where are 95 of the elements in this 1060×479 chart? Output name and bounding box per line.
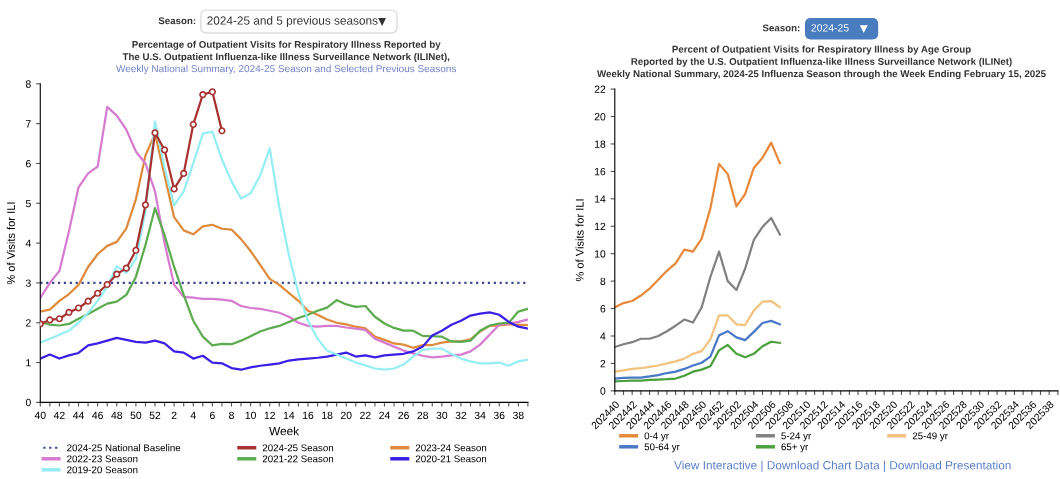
- legend-label: 0-4 yr: [644, 432, 669, 442]
- y-tick-label: 4: [600, 332, 606, 340]
- x-tick-label: 20: [340, 411, 352, 420]
- text: 2024-25: [811, 24, 849, 32]
- legend-label: 65+ yr: [781, 443, 809, 453]
- legend-label: 2021-22 Season: [262, 455, 334, 463]
- chart-subtitle: Weekly National Summary, 2024-25 Season and Selected Previous Seasons: [116, 64, 457, 75]
- y-tick-label: 8: [600, 277, 606, 286]
- y-tick-label: 4: [25, 239, 31, 247]
- legend-label: 25-49 yr: [912, 432, 948, 442]
- y-tick-label: 0: [25, 398, 31, 407]
- chart-title: Percent of Outpatient Visits for Respiratory Illness by Age Group Reported by the U.S. Outpatient Influenza-like Illness Surveillance Network (ILINet) Weekly National Summary, 2024-25 Influenza Season through the Week Ending February 15, 2025: [597, 45, 1046, 80]
- y-tick-label: 3: [25, 279, 31, 287]
- x-tick-label: 16: [302, 411, 314, 420]
- x-tick-label: 12: [264, 411, 276, 419]
- point: [65, 308, 73, 316]
- x-tick-label: 48: [111, 411, 123, 420]
- x-tick-label: 44: [72, 411, 85, 419]
- x-tick-label: 50: [130, 411, 142, 420]
- x-tick-label: 46: [92, 411, 103, 420]
- point: [84, 297, 92, 305]
- y-tick-label: 8: [25, 80, 31, 88]
- point: [170, 185, 178, 193]
- point: [132, 246, 140, 254]
- y-tick-label: 1: [26, 359, 31, 367]
- chart-title: Percentage of Outpatient Visits for Respiratory Illness Reported by The U.S. Outpatient Influenza-like Illness Surveillance Network (ILINet),: [122, 40, 450, 63]
- x-tick-label: 4: [190, 411, 196, 419]
- line-series: [614, 319, 781, 380]
- legend-label: 50-64 yr: [644, 443, 680, 453]
- x-tick-label: 8: [229, 411, 234, 420]
- y-tick-label: 20: [594, 113, 606, 121]
- line-series: [40, 311, 528, 371]
- x-tick-label: 22: [360, 411, 371, 419]
- y-tick-label: 14: [594, 195, 606, 203]
- point: [160, 146, 169, 154]
- y-tick-label: 2: [25, 319, 31, 327]
- y-axis-title: % of Visits for ILI: [575, 199, 584, 282]
- text: 2024-25 and 5 previous seasons: [207, 16, 378, 28]
- y-tick-label: 0: [600, 387, 606, 395]
- point: [74, 304, 83, 312]
- x-tick-label: 40: [34, 411, 46, 420]
- text: Season:: [762, 24, 800, 32]
- x-tick-label: 32: [455, 411, 467, 420]
- legend-label: 2024-25 National Baseline: [67, 444, 181, 452]
- x-tick-label: 30: [436, 411, 448, 420]
- point: [122, 264, 130, 272]
- x-tick-label: 26: [398, 411, 409, 420]
- y-axis-title: % of Visits for ILI: [6, 202, 15, 285]
- x-tick-label: 2: [171, 411, 177, 419]
- legend-label: 2024-25 Season: [262, 444, 334, 452]
- y-tick-label: 22: [594, 85, 606, 93]
- y-tick-label: 6: [600, 305, 606, 313]
- point: [55, 315, 64, 323]
- y-tick-label: 18: [594, 140, 606, 148]
- y-tick-label: 16: [594, 167, 606, 176]
- x-tick-label: 10: [245, 411, 256, 420]
- y-tick-label: 6: [25, 159, 31, 168]
- line-series: [614, 340, 781, 383]
- point: [94, 289, 102, 297]
- y-tick-label: 10: [594, 250, 606, 258]
- y-tick-label: 2: [600, 359, 606, 368]
- y-tick-label: 7: [25, 120, 31, 128]
- point: [46, 316, 54, 324]
- line-series: [614, 216, 781, 349]
- x-tick-label: 24: [379, 411, 390, 419]
- point: [199, 90, 207, 99]
- point: [141, 201, 150, 209]
- y-tick-label: 12: [594, 222, 606, 231]
- legend-label: 2023-24 Season: [415, 444, 487, 452]
- point: [208, 88, 216, 96]
- x-tick-label: 38: [512, 411, 524, 420]
- x-axis-title: Week: [269, 426, 300, 436]
- x-tick-label: 18: [322, 411, 333, 420]
- point: [180, 169, 188, 178]
- x-tick-label: 6: [210, 411, 215, 420]
- line-series: [614, 141, 781, 309]
- text: Season:: [158, 17, 196, 25]
- point: [151, 129, 159, 137]
- point: [189, 120, 197, 129]
- x-tick-label: 52: [149, 411, 161, 420]
- legend-label: 5-24 yr: [781, 432, 812, 442]
- x-tick-label: 14: [283, 411, 295, 419]
- x-tick-label: 42: [53, 411, 65, 419]
- x-tick-label: 36: [493, 411, 505, 420]
- legend-label: 2022-23 Season: [67, 455, 138, 463]
- legend-label: 2020-21 Season: [415, 455, 487, 463]
- point: [218, 127, 226, 135]
- x-tick-label: 28: [417, 411, 429, 420]
- line-series: [614, 299, 781, 373]
- point: [113, 270, 121, 278]
- legend-label: 2019-20 Season: [67, 466, 138, 474]
- point: [103, 280, 111, 289]
- text: View Interactive | Download Chart Data | Download Presentation: [674, 460, 1011, 472]
- y-tick-label: 5: [25, 199, 31, 208]
- x-tick-label: 34: [474, 411, 486, 420]
